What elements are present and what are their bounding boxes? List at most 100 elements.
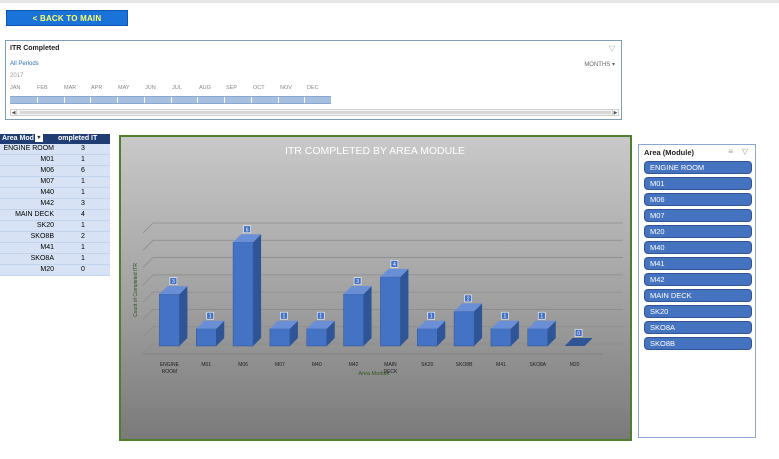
slicer-item[interactable]: M07: [644, 209, 752, 222]
x-tick-label: M07: [275, 362, 285, 368]
table-row: M20 0: [0, 264, 110, 276]
bar[interactable]: [269, 328, 291, 347]
data-label-box: [427, 311, 436, 320]
data-label: 4: [393, 262, 396, 268]
pivot-row-value[interactable]: 1: [56, 154, 110, 166]
table-row: ENGINE ROOM 3: [0, 144, 110, 155]
pivot-row-value[interactable]: 3: [56, 198, 110, 210]
table-row: M42 3: [0, 198, 110, 210]
pivot-row-label[interactable]: M20: [0, 264, 56, 276]
gridline: [142, 222, 623, 234]
timeline-month-divider: [63, 97, 65, 103]
timeline-slicer[interactable]: ITR Completed ▽ All Periods MONTHS ▾ 201…: [5, 40, 622, 120]
pivot-header-row: Area Mod ▾ ompleted IT: [0, 134, 110, 144]
pivot-row-label[interactable]: M42: [0, 198, 56, 210]
pivot-row-label[interactable]: M01: [0, 154, 56, 166]
pivot-row-value[interactable]: 1: [56, 253, 110, 265]
bar-top: [417, 320, 446, 329]
slicer-title: Area (Module): [644, 148, 695, 157]
slicer-item[interactable]: ENGINE ROOM: [644, 161, 752, 174]
bar[interactable]: [380, 276, 401, 347]
pivot-row-value[interactable]: 0: [56, 264, 110, 276]
pivot-row-value[interactable]: 4: [56, 209, 110, 221]
slicer-item[interactable]: MAIN DECK: [644, 289, 752, 302]
bar[interactable]: [453, 311, 475, 347]
data-label-box: [206, 311, 215, 320]
timeline-periods-label: All Periods: [10, 61, 39, 67]
pivot-row-value[interactable]: 3: [56, 144, 110, 155]
timeline-month-label: NOV: [280, 85, 292, 91]
pivot-row-label[interactable]: ENGINE ROOM: [0, 144, 56, 155]
back-to-main-button[interactable]: < BACK TO MAIN: [6, 10, 128, 26]
pivot-header-area[interactable]: Area Mod ▾: [0, 134, 56, 144]
x-tick-label: DECK: [383, 369, 398, 375]
bar-side: [179, 286, 188, 346]
data-label-box: [353, 277, 362, 285]
x-tick-label: M20: [570, 362, 580, 368]
slicer-item[interactable]: M40: [644, 241, 752, 254]
bar[interactable]: [232, 242, 254, 347]
bar[interactable]: [527, 328, 548, 347]
timeline-period-bar[interactable]: [10, 96, 331, 104]
pivot-table: Area Mod ▾ ompleted IT ENGINE ROOM 3 M01 1 M0…: [0, 134, 110, 276]
bar-chart[interactable]: ITR COMPLETED BY AREA MODULE Count of Com…: [119, 135, 632, 441]
bar[interactable]: [417, 328, 438, 347]
pivot-row-label[interactable]: M40: [0, 187, 56, 199]
filter-dropdown-icon[interactable]: ▾: [34, 134, 43, 143]
clear-filter-icon[interactable]: ▽: [741, 147, 748, 156]
pivot-row-label[interactable]: SKO8A: [0, 253, 56, 265]
x-tick-label: MAIN: [384, 362, 397, 368]
timeline-level-dropdown[interactable]: MONTHS ▾: [584, 61, 615, 68]
pivot-row-label[interactable]: M41: [0, 242, 56, 254]
x-tick-label: SKO8A: [529, 362, 546, 368]
slicer-item[interactable]: M06: [644, 193, 752, 206]
slicer-item[interactable]: M42: [644, 273, 752, 286]
slicer-item[interactable]: M01: [644, 177, 752, 190]
slicer-item[interactable]: M41: [644, 257, 752, 270]
pivot-row-label[interactable]: SK20: [0, 220, 56, 232]
bar[interactable]: [564, 338, 593, 346]
gridline: [142, 274, 623, 286]
pivot-row-label[interactable]: M06: [0, 165, 56, 177]
timeline-month-label: JUL: [172, 85, 182, 91]
pivot-row-label[interactable]: SKO8B: [0, 231, 56, 243]
pivot-row-label[interactable]: MAIN DECK: [0, 209, 56, 221]
pivot-row-value[interactable]: 2: [56, 231, 110, 243]
scroll-right-icon[interactable]: ▶: [612, 109, 619, 116]
data-label: 1: [504, 314, 507, 320]
scrollbar-thumb[interactable]: [20, 111, 611, 114]
scroll-left-icon[interactable]: ◀: [10, 109, 17, 116]
pivot-row-value[interactable]: 1: [56, 242, 110, 254]
clear-filter-icon[interactable]: ▽: [608, 44, 615, 53]
timeline-month-label: AUG: [199, 85, 211, 91]
pivot-row-value[interactable]: 1: [56, 187, 110, 199]
data-label: 1: [319, 314, 322, 320]
slicer-item[interactable]: M20: [644, 225, 752, 238]
bar[interactable]: [306, 328, 327, 347]
slicer-item[interactable]: SKO8A: [644, 321, 752, 334]
pivot-row-value[interactable]: 1: [56, 176, 110, 188]
slicer-item[interactable]: SK20: [644, 305, 752, 318]
timeline-year: 2017: [10, 73, 24, 79]
bar[interactable]: [159, 293, 180, 347]
bar[interactable]: [490, 328, 512, 347]
data-label: 0: [577, 331, 580, 337]
x-tick-label: M40: [312, 362, 322, 368]
bar[interactable]: [196, 328, 217, 347]
data-label: 3: [172, 279, 175, 285]
data-label: 2: [467, 296, 470, 302]
timeline-scrollbar[interactable]: ◀ ▶: [10, 109, 619, 116]
pivot-row-label[interactable]: M07: [0, 176, 56, 188]
pivot-row-value[interactable]: 6: [56, 165, 110, 177]
timeline-month-divider: [197, 97, 199, 103]
timeline-month-label: MAR: [64, 85, 77, 91]
bar-top: [306, 320, 335, 329]
slicer-item[interactable]: SKO8B: [644, 337, 752, 350]
timeline-title: ITR Completed: [10, 45, 60, 52]
pivot-row-value[interactable]: 1: [56, 220, 110, 232]
bar-side: [437, 320, 446, 346]
table-row: SK20 1: [0, 220, 110, 232]
multi-select-icon[interactable]: ≡: [728, 147, 733, 156]
area-module-slicer[interactable]: Area (Module) ≡ ▽ ENGINE ROOM M01 M06 M07 M2…: [638, 144, 756, 438]
bar[interactable]: [343, 293, 364, 347]
